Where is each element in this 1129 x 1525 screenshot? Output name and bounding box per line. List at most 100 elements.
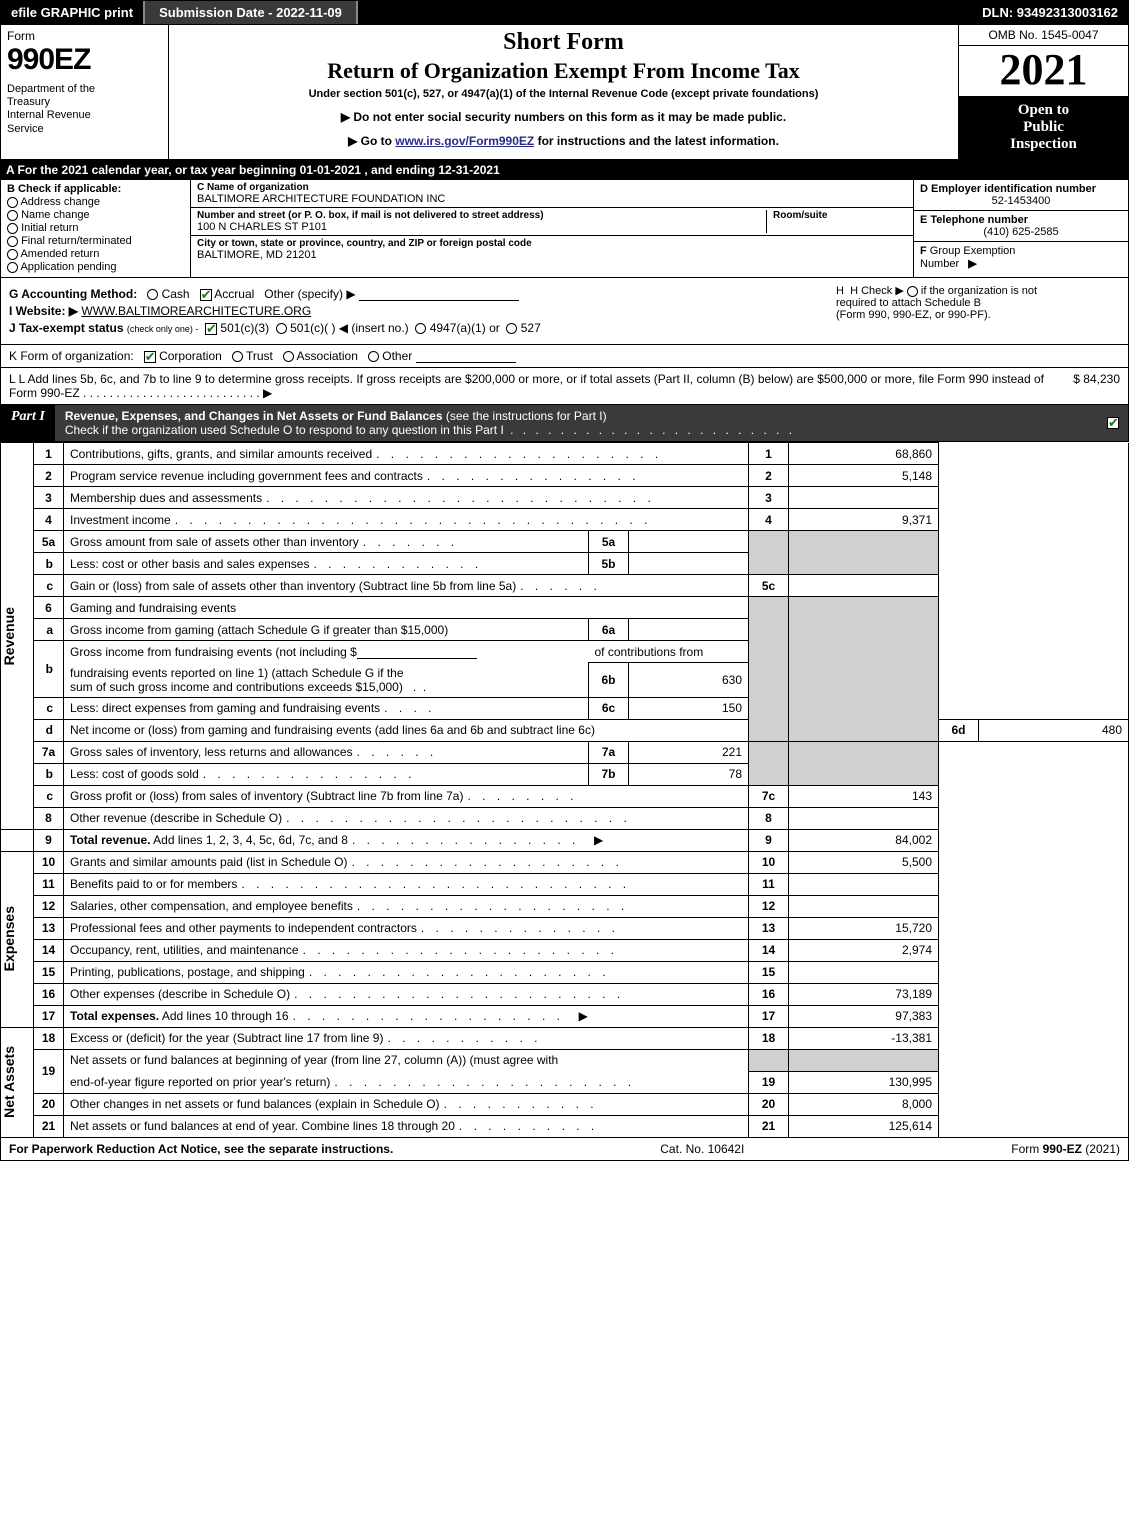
k-trust-radio[interactable] [232, 351, 243, 362]
part-1-table: Revenue 1 Contributions, gifts, grants, … [0, 442, 1129, 1138]
line-6-desc: Gaming and fundraising events [64, 597, 749, 619]
line-5a-desc: Gross amount from sale of assets other t… [64, 531, 589, 553]
line-14-amt: 2,974 [789, 939, 939, 961]
j-501c3-check[interactable] [205, 323, 217, 335]
g-accounting-method: G Accounting Method: Cash Accrual Other … [9, 287, 820, 301]
chk-address-change[interactable]: Address change [7, 196, 184, 208]
l-amount: $ 84,230 [1065, 372, 1120, 400]
line-6b-desc2: fundraising events reported on line 1) (… [64, 663, 589, 698]
page-footer: For Paperwork Reduction Act Notice, see … [0, 1138, 1129, 1161]
k-other-input[interactable] [416, 351, 516, 363]
chk-application-pending[interactable]: Application pending [7, 261, 184, 273]
line-7c-amt: 143 [789, 785, 939, 807]
form-title-block: Short Form Return of Organization Exempt… [169, 25, 958, 159]
line-19-desc2: end-of-year figure reported on prior yea… [64, 1071, 749, 1093]
line-13-amt: 15,720 [789, 917, 939, 939]
col-b-checkboxes: B Check if applicable: Address change Na… [1, 180, 191, 277]
top-bar: efile GRAPHIC print Submission Date - 20… [0, 0, 1129, 25]
chk-name-change[interactable]: Name change [7, 209, 184, 221]
line-10-amt: 5,500 [789, 851, 939, 873]
line-20-desc: Other changes in net assets or fund bala… [64, 1093, 749, 1115]
line-2-amt: 5,148 [789, 465, 939, 487]
j-501c-radio[interactable] [276, 323, 287, 334]
line-5b-amt [629, 553, 749, 575]
line-7c-desc: Gross profit or (loss) from sales of inv… [64, 785, 749, 807]
line-2-desc: Program service revenue including govern… [64, 465, 749, 487]
inst2-post: for instructions and the latest informat… [534, 134, 779, 148]
row-a-calendar-year: A For the 2021 calendar year, or tax yea… [0, 160, 1129, 180]
line-21-desc: Net assets or fund balances at end of ye… [64, 1115, 749, 1137]
g-cash-radio[interactable] [147, 289, 158, 300]
k-assoc-radio[interactable] [283, 351, 294, 362]
line-1-desc: Contributions, gifts, grants, and simila… [64, 443, 749, 465]
chk-amended-return[interactable]: Amended return [7, 248, 184, 260]
chk-final-return[interactable]: Final return/terminated [7, 235, 184, 247]
street-label: Number and street (or P. O. box, if mail… [197, 210, 760, 221]
line-17-amt: 97,383 [789, 1005, 939, 1027]
d-label: D Employer identification number [920, 183, 1122, 195]
line-5c-desc: Gain or (loss) from sale of assets other… [64, 575, 749, 597]
j-527-radio[interactable] [506, 323, 517, 334]
part-1-label: Part I [1, 405, 55, 441]
dln-label: DLN: 93492313003162 [972, 1, 1128, 24]
chk-initial-return[interactable]: Initial return [7, 222, 184, 234]
g-label: G Accounting Method: [9, 287, 137, 301]
form-meta-block: OMB No. 1545-0047 2021 Open toPublicInsp… [958, 25, 1128, 159]
street-row: Number and street (or P. O. box, if mail… [191, 208, 913, 236]
netassets-vlabel: Net Assets [1, 1027, 34, 1137]
h-section: H H Check ▶ if the organization is not r… [828, 278, 1128, 344]
row-k: K Form of organization: Corporation Trus… [0, 345, 1129, 368]
line-5c-amt [789, 575, 939, 597]
irs-link[interactable]: www.irs.gov/Form990EZ [395, 134, 534, 148]
room-label: Room/suite [773, 210, 907, 221]
line-14-desc: Occupancy, rent, utilities, and maintena… [64, 939, 749, 961]
e-value: (410) 625-2585 [920, 226, 1122, 238]
line-10-desc: Grants and similar amounts paid (list in… [64, 851, 749, 873]
f-arrow: ▶ [968, 258, 976, 270]
line-5a-amt [629, 531, 749, 553]
line-6d-desc: Net income or (loss) from gaming and fun… [64, 719, 749, 741]
line-3-desc: Membership dues and assessments. . . . .… [64, 487, 749, 509]
line-1-no: 1 [34, 443, 64, 465]
form-number: 990EZ [7, 43, 162, 77]
k-corp-check[interactable] [144, 351, 156, 363]
city-row: City or town, state or province, country… [191, 236, 913, 263]
l-dots: . . . . . . . . . . . . . . . . . . . . … [80, 386, 273, 400]
line-6b-amt: 630 [629, 663, 749, 698]
footer-left: For Paperwork Reduction Act Notice, see … [9, 1142, 393, 1156]
line-20-amt: 8,000 [789, 1093, 939, 1115]
org-name-label: C Name of organization [197, 182, 907, 193]
line-6b-desc1: Gross income from fundraising events (no… [64, 641, 589, 663]
h-check[interactable] [907, 286, 918, 297]
title-main: Return of Organization Exempt From Incom… [177, 58, 950, 84]
line-7a-amt: 221 [629, 741, 749, 763]
i-label: I Website: ▶ [9, 304, 78, 318]
part-1-title: Revenue, Expenses, and Changes in Net As… [55, 405, 1098, 441]
part1-schedule-o-check[interactable] [1107, 417, 1119, 429]
line-6d-amt: 480 [979, 719, 1129, 741]
title-short-form: Short Form [177, 29, 950, 56]
instruction-2: ▶ Go to www.irs.gov/Form990EZ for instru… [177, 134, 950, 148]
form-word: Form [7, 29, 162, 43]
line-21-amt: 125,614 [789, 1115, 939, 1137]
line-16-desc: Other expenses (describe in Schedule O).… [64, 983, 749, 1005]
efile-label[interactable]: efile GRAPHIC print [1, 1, 143, 24]
line-18-amt: -13,381 [789, 1027, 939, 1049]
line-11-amt [789, 873, 939, 895]
line-6a-amt [629, 619, 749, 641]
line-7b-amt: 78 [629, 763, 749, 785]
line-11-desc: Benefits paid to or for members. . . . .… [64, 873, 749, 895]
omb-number: OMB No. 1545-0047 [959, 25, 1128, 46]
d-ein: D Employer identification number 52-1453… [914, 180, 1128, 210]
part-1-header: Part I Revenue, Expenses, and Changes in… [0, 405, 1129, 442]
i-value[interactable]: WWW.BALTIMOREARCHITECTURE.ORG [81, 304, 311, 318]
section-b-through-f: B Check if applicable: Address change Na… [0, 180, 1129, 278]
city-value: BALTIMORE, MD 21201 [197, 249, 907, 261]
g-other-input[interactable] [359, 289, 519, 301]
k-other-radio[interactable] [368, 351, 379, 362]
j-4947-radio[interactable] [415, 323, 426, 334]
street-value: 100 N CHARLES ST P101 [197, 221, 760, 233]
i-website: I Website: ▶ WWW.BALTIMOREARCHITECTURE.O… [9, 304, 820, 318]
g-accrual-check[interactable] [200, 289, 212, 301]
line-9-desc: Total revenue. Add lines 1, 2, 3, 4, 5c,… [64, 829, 749, 851]
